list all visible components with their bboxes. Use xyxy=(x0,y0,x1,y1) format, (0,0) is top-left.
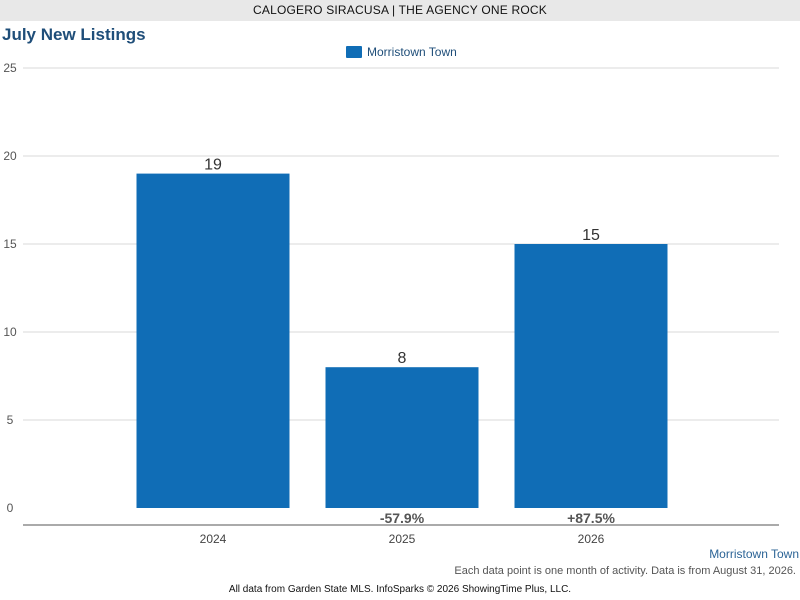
bar xyxy=(136,173,290,508)
bar xyxy=(325,367,479,508)
agent-header: CALOGERO SIRACUSA | THE AGENCY ONE ROCK xyxy=(0,0,800,21)
x-tick-label: 2025 xyxy=(389,532,416,546)
data-label: 15 xyxy=(582,227,600,244)
y-tick-label: 10 xyxy=(3,325,17,339)
change-label: +87.5% xyxy=(567,510,615,526)
legend-swatch xyxy=(346,46,362,58)
bar xyxy=(514,244,668,508)
y-tick-label: 20 xyxy=(3,149,17,163)
chart-legend[interactable]: Morristown Town xyxy=(346,45,457,59)
y-tick-label: 15 xyxy=(3,237,17,251)
data-label: 8 xyxy=(398,350,407,367)
x-tick-label: 2026 xyxy=(578,532,605,546)
x-tick-label: 2024 xyxy=(200,532,227,546)
legend-label: Morristown Town xyxy=(367,45,457,59)
y-tick-label: 5 xyxy=(7,413,14,427)
change-label: -57.9% xyxy=(380,510,425,526)
source-line: All data from Garden State MLS. InfoSpar… xyxy=(228,584,572,595)
chart-title: July New Listings xyxy=(2,25,146,44)
y-tick-label: 0 xyxy=(7,501,14,515)
y-tick-label: 25 xyxy=(3,61,17,75)
data-footnote: Each data point is one month of activity… xyxy=(454,565,796,577)
region-label[interactable]: Morristown Town xyxy=(709,547,799,561)
data-label: 19 xyxy=(204,157,222,174)
